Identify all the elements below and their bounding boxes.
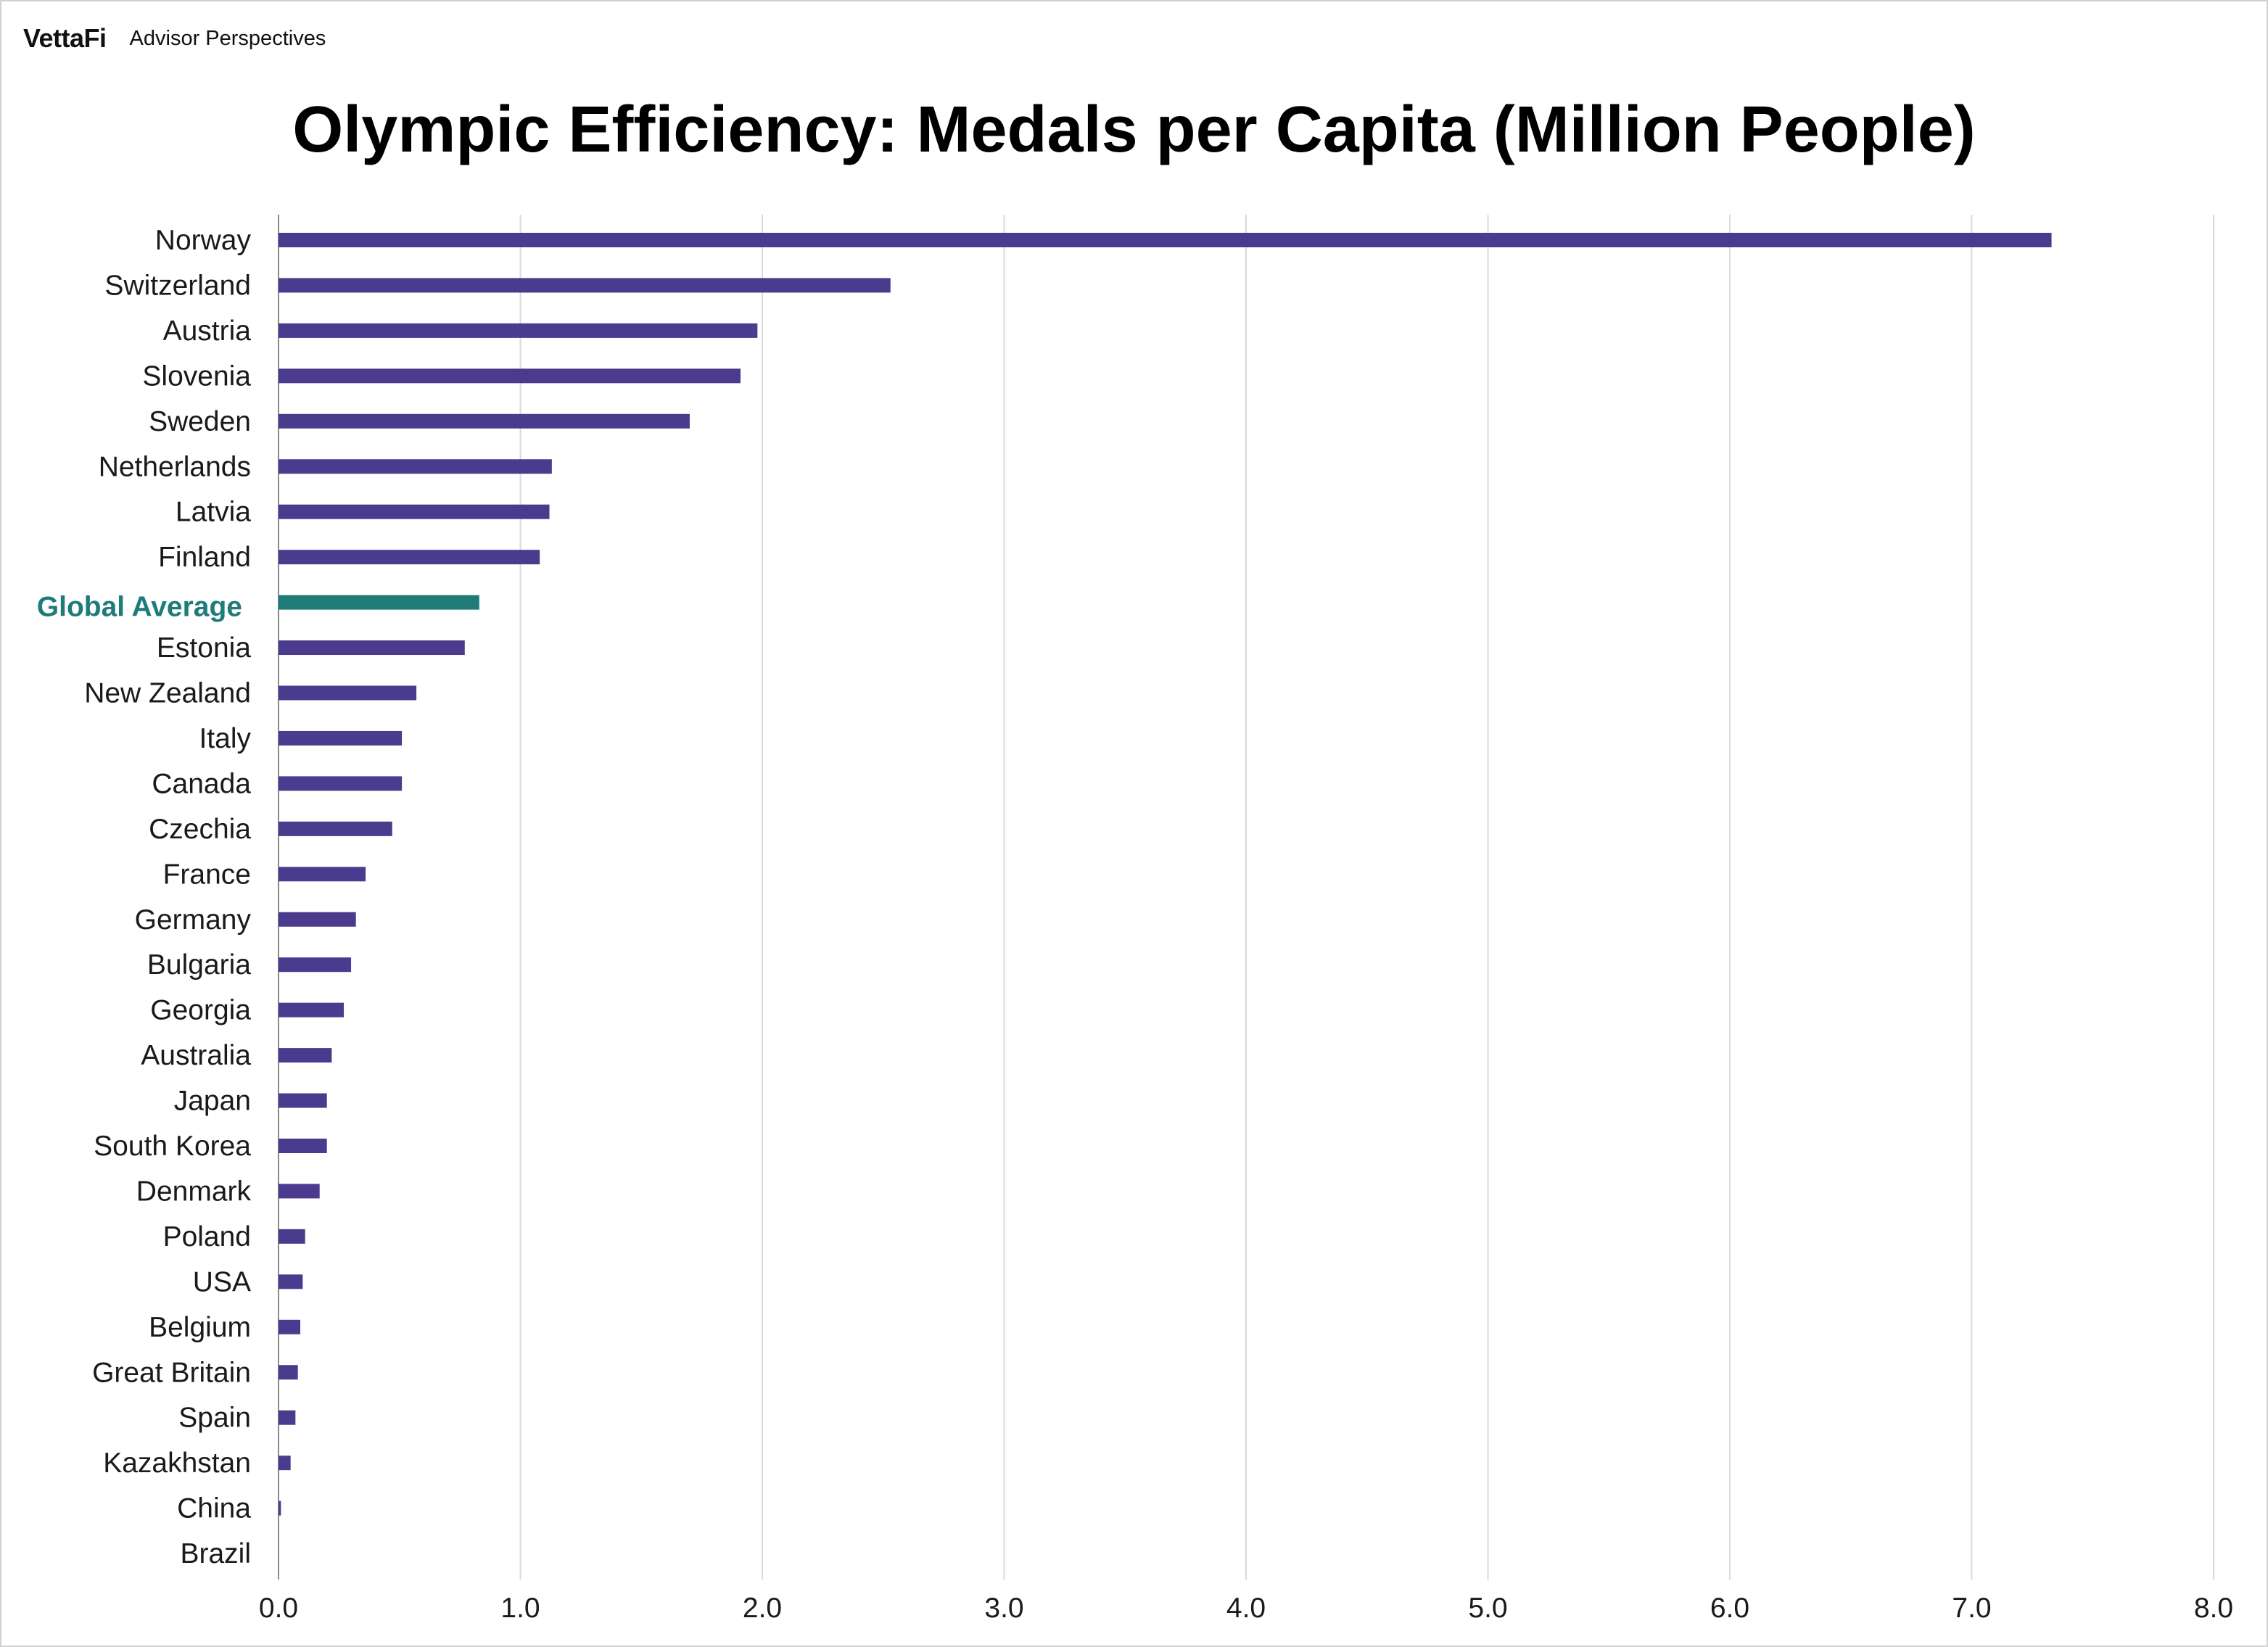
category-label: Austria (163, 315, 252, 347)
x-tick-label: 3.0 (984, 1593, 1023, 1624)
brand-subtitle: Advisor Perspectives (129, 26, 326, 50)
bar-great-britain (279, 1365, 298, 1380)
category-label: Australia (141, 1040, 251, 1071)
category-label: Denmark (136, 1176, 252, 1207)
category-label: Japan (174, 1086, 251, 1117)
bar-usa (279, 1274, 303, 1289)
category-label: Kazakhstan (103, 1448, 251, 1479)
category-label: Finland (158, 542, 251, 573)
category-label: Brazil (180, 1538, 251, 1569)
category-label: Great Britain (92, 1357, 251, 1388)
category-label: France (163, 859, 251, 890)
category-label: Estonia (157, 632, 251, 664)
category-label: Germany (135, 904, 252, 936)
bar-bulgaria (279, 957, 352, 973)
bar-canada (279, 776, 403, 791)
bars (279, 233, 2052, 1516)
bar-austria (279, 323, 758, 338)
bar-south-korea (279, 1139, 327, 1153)
bar-denmark (279, 1184, 320, 1199)
category-label: South Korea (94, 1131, 251, 1162)
category-label: Latvia (176, 497, 251, 528)
x-tick-label: 6.0 (1710, 1593, 1749, 1624)
category-label: Belgium (149, 1312, 251, 1343)
category-label: Bulgaria (147, 949, 251, 981)
bar-sweden (279, 413, 690, 429)
category-label: China (177, 1493, 251, 1524)
category-label: Spain (178, 1403, 251, 1434)
bar-netherlands (279, 459, 552, 474)
category-label: Slovenia (142, 360, 251, 392)
bar-czechia (279, 821, 392, 836)
bar-latvia (279, 504, 550, 519)
bar-finland (279, 550, 540, 565)
bar-italy (279, 730, 403, 746)
category-label: New Zealand (84, 678, 251, 709)
bar-kazakhstan (279, 1456, 291, 1471)
x-tick-label: 8.0 (2194, 1593, 2233, 1624)
chart-title: Olympic Efficiency: Medals per Capita (M… (292, 94, 1976, 166)
category-label: Czechia (149, 814, 251, 845)
bar-germany (279, 912, 356, 927)
bar-switzerland (279, 278, 891, 293)
bar-china (279, 1501, 281, 1516)
bar-georgia (279, 1002, 345, 1017)
x-tick-label: 4.0 (1226, 1593, 1266, 1624)
category-label: Norway (155, 225, 252, 256)
bar-new-zealand (279, 685, 417, 701)
bar-global-average (279, 595, 479, 610)
category-label: Poland (163, 1221, 251, 1252)
category-label: Global Average (37, 592, 242, 623)
category-label: Canada (152, 768, 251, 799)
x-tick-label: 5.0 (1468, 1593, 1507, 1624)
x-tick-label: 7.0 (1952, 1593, 1991, 1624)
bar-belgium (279, 1319, 301, 1334)
category-label: Italy (199, 723, 251, 754)
bar-estonia (279, 640, 465, 656)
bar-japan (279, 1093, 327, 1108)
bar-france (279, 867, 366, 882)
category-label: USA (193, 1266, 251, 1297)
x-tick-label: 1.0 (500, 1593, 540, 1624)
category-label: Sweden (149, 406, 251, 437)
category-label: Netherlands (99, 451, 251, 482)
brand-header: VettaFi Advisor Perspectives (23, 20, 326, 57)
category-label: Switzerland (104, 270, 251, 301)
category-label: Georgia (150, 995, 251, 1026)
bar-poland (279, 1229, 305, 1244)
category-labels: Norway Switzerland Austria Slovenia Sweden Ne… (37, 225, 252, 1569)
bar-slovenia (279, 368, 741, 384)
x-tick-label: 0.0 (259, 1593, 298, 1624)
x-tick-label: 2.0 (743, 1593, 782, 1624)
x-axis-tick-labels: 0.0 1.0 2.0 3.0 4.0 5.0 6.0 7.0 8.0 (259, 1593, 2233, 1624)
bar-spain (279, 1410, 296, 1425)
bar-australia (279, 1048, 332, 1063)
bar-norway (279, 233, 2052, 247)
vettafi-logo: VettaFi (23, 23, 107, 53)
gridlines (278, 215, 2214, 1580)
